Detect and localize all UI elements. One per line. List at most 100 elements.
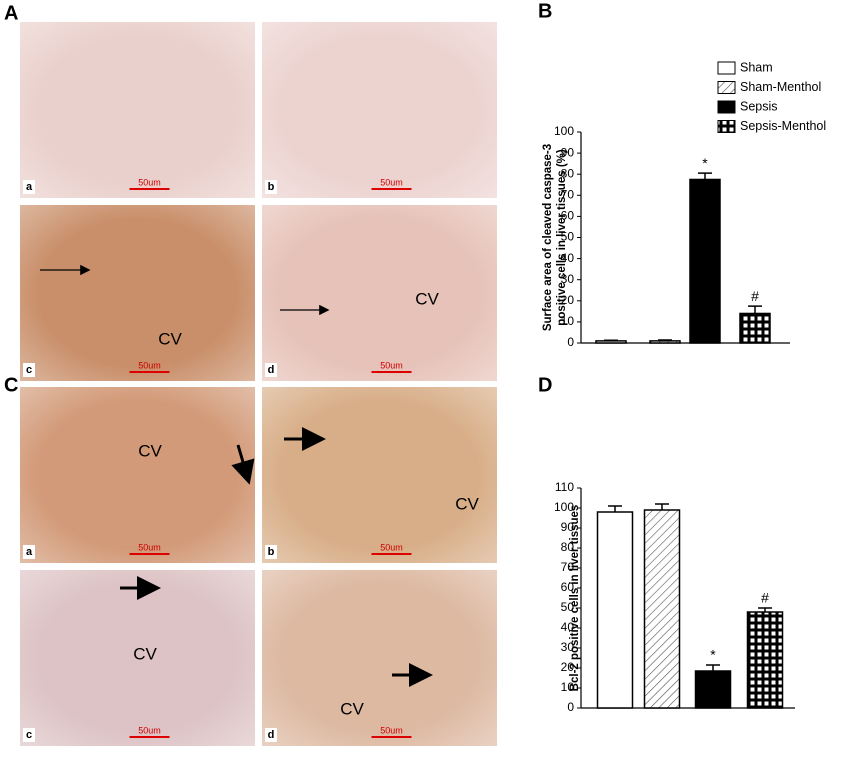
legend-swatch <box>717 81 736 94</box>
bar <box>739 312 771 344</box>
label-box <box>265 545 277 559</box>
micrograph: b 50um CV <box>262 387 497 563</box>
error-bar <box>698 172 712 180</box>
bar <box>689 178 721 344</box>
bar <box>649 340 681 344</box>
panel-label: C <box>4 374 18 396</box>
legend-label: Sham-Menthol <box>740 80 821 94</box>
label-box <box>23 728 35 742</box>
cv-label: CV <box>138 441 162 460</box>
arrow <box>231 444 255 485</box>
y-tick-label: 30 <box>561 272 575 286</box>
y-tick-label: 80 <box>561 540 575 554</box>
micrograph-vignette <box>262 570 497 746</box>
micrograph: d 50um CV <box>262 570 497 746</box>
error-bar <box>658 339 672 341</box>
image-label: d <box>268 364 275 376</box>
legend-swatch <box>717 61 736 75</box>
y-tick-label: 0 <box>567 700 574 714</box>
panel-label: A <box>4 2 18 24</box>
bar <box>595 340 627 344</box>
y-axis-label: Surface area of cleaved caspase-3 <box>542 144 554 331</box>
bar <box>643 509 681 709</box>
panel-label: D <box>538 374 552 396</box>
micrograph: c 50um CV <box>20 205 255 381</box>
bar <box>694 670 732 709</box>
scale-label: 50um <box>380 360 403 370</box>
annotation: # <box>751 288 759 304</box>
label-box <box>23 363 35 377</box>
micrograph-vignette <box>262 387 497 563</box>
image-label: a <box>26 181 33 193</box>
error-bar <box>706 664 720 671</box>
cv-label: CV <box>133 644 157 663</box>
image-label: d <box>268 729 275 741</box>
micrograph-vignette <box>20 22 255 198</box>
y-tick-label: 40 <box>561 251 575 265</box>
legend-label: Sepsis-Menthol <box>740 119 826 133</box>
error-bar <box>748 305 762 314</box>
y-tick-label: 50 <box>561 600 575 614</box>
y-tick-label: 60 <box>561 209 575 223</box>
micrograph-vignette <box>262 205 497 381</box>
annotation: * <box>702 155 708 171</box>
error-bar <box>758 607 772 612</box>
image-label: a <box>26 546 33 558</box>
image-label: c <box>26 729 32 741</box>
bar <box>596 511 634 709</box>
scale-label: 50um <box>138 360 161 370</box>
y-tick-label: 10 <box>561 314 575 328</box>
y-tick-label: 100 <box>554 500 574 514</box>
micrograph-vignette <box>20 205 255 381</box>
cv-label: CV <box>415 289 439 308</box>
error-bar <box>608 505 622 512</box>
label-box <box>23 180 35 194</box>
error-bar <box>655 503 669 510</box>
panel-label: B <box>538 0 552 22</box>
micrograph-vignette <box>20 387 255 563</box>
y-tick-label: 90 <box>561 145 575 159</box>
scale-label: 50um <box>380 542 403 552</box>
legend-swatch <box>717 100 736 114</box>
error-bar <box>604 339 618 342</box>
micrograph: a 50um <box>20 22 255 198</box>
label-box <box>265 363 277 377</box>
micrograph: c 50um CV <box>20 570 255 746</box>
scale-label: 50um <box>380 725 403 735</box>
y-tick-label: 80 <box>561 166 575 180</box>
y-tick-label: 70 <box>561 560 575 574</box>
label-box <box>265 728 277 742</box>
image-label: c <box>26 364 32 376</box>
micrograph: b 50um <box>262 22 497 198</box>
scale-label: 50um <box>380 177 403 187</box>
y-axis-label: Bcl-2 positive cells in liver tissues <box>569 505 581 692</box>
legend-swatch <box>717 120 736 133</box>
scale-label: 50um <box>138 542 161 552</box>
annotation: # <box>761 590 769 606</box>
y-tick-label: 20 <box>561 660 575 674</box>
cv-label: CV <box>455 494 479 513</box>
y-tick-label: 40 <box>561 620 575 634</box>
bar <box>746 611 784 709</box>
cv-label: CV <box>158 329 182 348</box>
y-tick-label: 60 <box>561 580 575 594</box>
micrograph: a 50um CV <box>20 387 255 563</box>
y-tick-label: 90 <box>561 520 575 534</box>
label-box <box>23 545 35 559</box>
micrograph-vignette <box>262 22 497 198</box>
y-tick-label: 0 <box>567 335 574 349</box>
y-tick-label: 110 <box>555 480 574 494</box>
cv-label: CV <box>340 699 364 718</box>
y-tick-label: 100 <box>554 124 574 138</box>
label-box <box>265 180 277 194</box>
annotation: * <box>710 647 716 663</box>
y-tick-label: 10 <box>561 680 575 694</box>
micrograph: d 50um CV <box>262 205 497 381</box>
y-axis-label: positive cells in liver tissues (%) <box>556 149 568 326</box>
scale-label: 50um <box>138 177 161 187</box>
image-label: b <box>268 546 275 558</box>
scale-label: 50um <box>138 725 161 735</box>
y-tick-label: 70 <box>561 187 575 201</box>
y-tick-label: 50 <box>561 230 575 244</box>
